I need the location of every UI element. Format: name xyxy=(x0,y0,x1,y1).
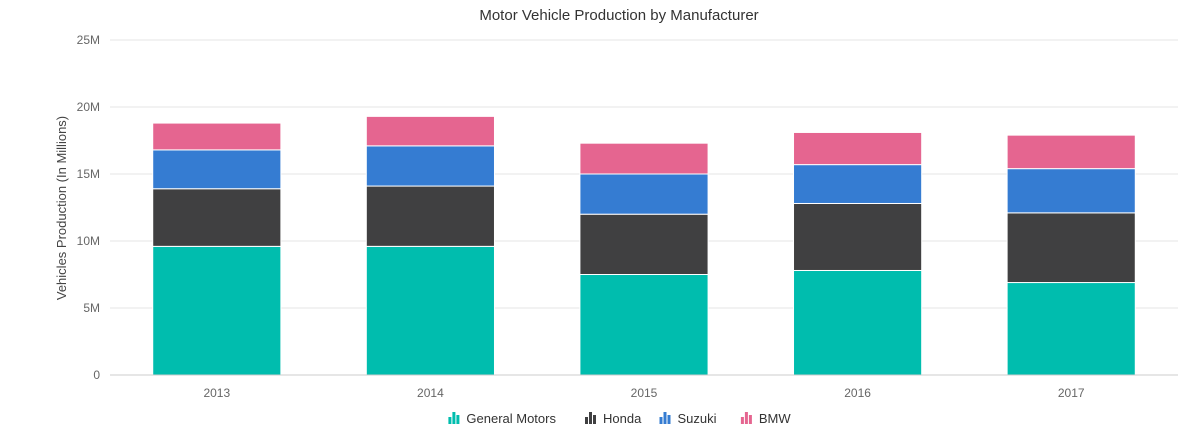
bar-bmw-2017[interactable] xyxy=(1006,134,1136,170)
bar-suzuki-2017[interactable] xyxy=(1006,168,1136,214)
bar-honda-2013[interactable] xyxy=(152,188,282,247)
legend-item-suzuki[interactable]: Suzuki xyxy=(659,411,717,426)
x-tick-label: 2016 xyxy=(844,386,871,400)
bar-suzuki-2016[interactable] xyxy=(793,164,923,204)
bar-suzuki-2013[interactable] xyxy=(152,149,282,190)
bar-general-motors-2017[interactable] xyxy=(1006,282,1136,376)
bar-honda-2016[interactable] xyxy=(793,202,923,271)
x-tick-label: 2013 xyxy=(203,386,230,400)
bar-bmw-2013[interactable] xyxy=(152,122,282,151)
y-tick-label: 5M xyxy=(83,301,100,315)
legend-item-general-motors[interactable]: General Motors xyxy=(448,411,556,426)
legend-label: BMW xyxy=(759,411,792,426)
bar-bmw-2014[interactable] xyxy=(365,115,495,147)
legend-bar-icon xyxy=(659,412,671,424)
x-tick-label: 2014 xyxy=(417,386,444,400)
y-tick-label: 0 xyxy=(93,368,100,382)
y-tick-label: 10M xyxy=(77,234,100,248)
legend-label: General Motors xyxy=(466,411,556,426)
legend-bar-icon xyxy=(448,412,460,424)
legend[interactable]: General Motors Honda Suzuki BMW xyxy=(448,411,791,426)
bar-honda-2015[interactable] xyxy=(579,213,709,275)
legend-label: Honda xyxy=(603,411,642,426)
y-axis-label: Vehicles Production (In Millions) xyxy=(54,116,69,300)
legend-item-bmw[interactable]: BMW xyxy=(740,411,792,426)
bar-general-motors-2013[interactable] xyxy=(152,245,282,376)
bars xyxy=(152,115,1136,376)
bar-bmw-2015[interactable] xyxy=(579,142,709,175)
y-tick-label: 15M xyxy=(77,167,100,181)
bar-suzuki-2015[interactable] xyxy=(579,173,709,215)
bar-bmw-2016[interactable] xyxy=(793,131,923,166)
bar-general-motors-2015[interactable] xyxy=(579,274,709,376)
chart-title: Motor Vehicle Production by Manufacturer xyxy=(479,7,758,24)
bar-suzuki-2014[interactable] xyxy=(365,145,495,187)
bar-honda-2014[interactable] xyxy=(365,185,495,247)
x-tick-label: 2017 xyxy=(1058,386,1085,400)
x-tick-label: 2015 xyxy=(631,386,658,400)
legend-item-honda[interactable]: Honda xyxy=(585,411,642,426)
legend-bar-icon xyxy=(585,412,596,424)
y-tick-label: 25M xyxy=(77,33,100,47)
y-tick-label: 20M xyxy=(77,100,100,114)
y-axis-ticks: 0 5M 10M 15M 20M 25M xyxy=(77,33,101,382)
bar-general-motors-2016[interactable] xyxy=(793,269,923,376)
legend-bar-icon xyxy=(740,412,752,424)
bar-general-motors-2014[interactable] xyxy=(365,245,495,376)
legend-label: Suzuki xyxy=(678,411,717,426)
bar-honda-2017[interactable] xyxy=(1006,212,1136,284)
x-axis-ticks: 2013 2014 2015 2016 2017 xyxy=(203,386,1084,400)
